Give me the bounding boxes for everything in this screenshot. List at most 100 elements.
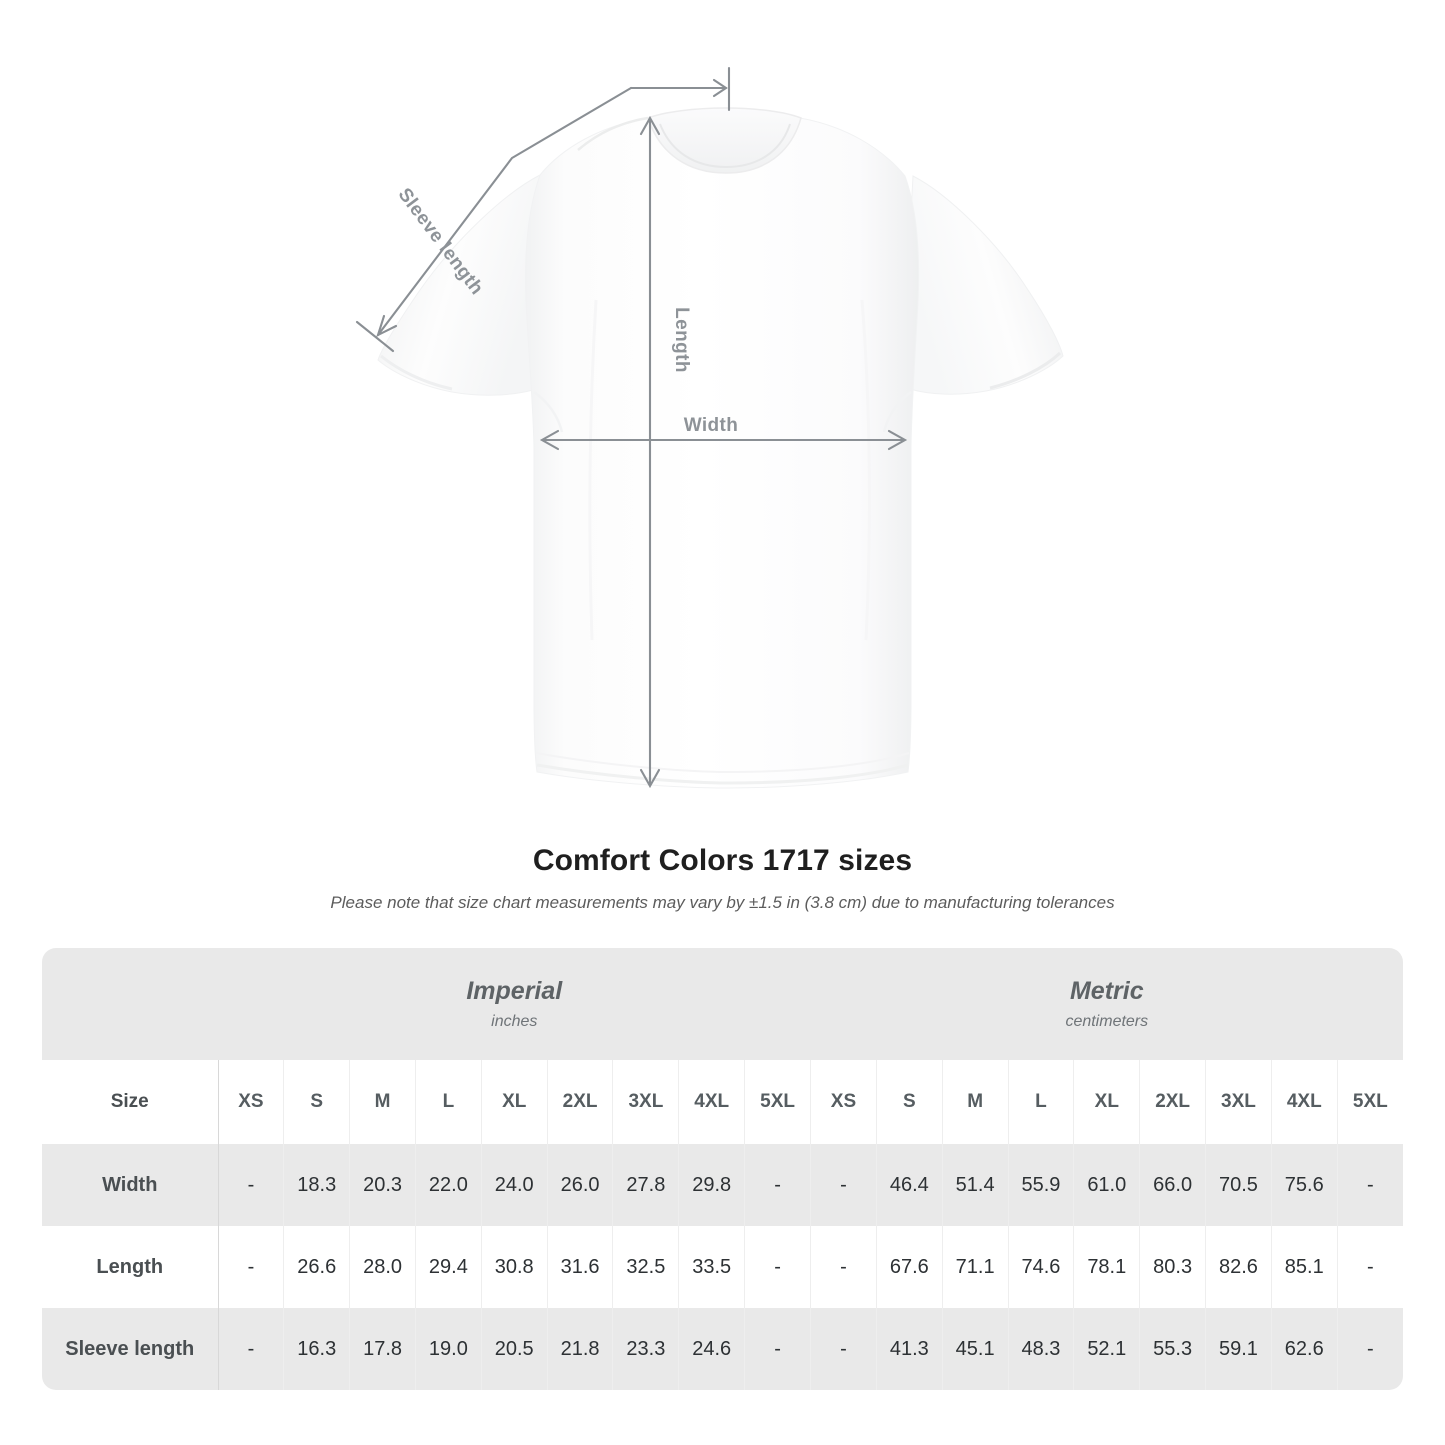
cell-sleeve-length-metric-xs: -: [810, 1308, 877, 1390]
cell-width-imperial-l: 22.0: [415, 1144, 482, 1226]
length-arrowhead-bottom: [639, 768, 661, 789]
column-header-metric-s: S: [876, 1060, 943, 1144]
cell-sleeve-length-metric-l: 48.3: [1008, 1308, 1075, 1390]
cell-sleeve-length-imperial-l: 19.0: [415, 1308, 482, 1390]
right-sleeve: [904, 175, 1064, 395]
heading-block: Comfort Colors 1717 sizes Please note th…: [0, 842, 1445, 914]
sleeve-length-arrowhead: [376, 314, 398, 338]
column-header-imperial-xl: XL: [481, 1060, 548, 1144]
cell-length-metric-s: 67.6: [876, 1226, 943, 1308]
sleeve-length-line: [376, 86, 633, 337]
size-header-row: Size XS S M L XL 2XL 3XL 4XL 5XL XS S M L XL 2XL 3XL 4XL 5…: [42, 1060, 1404, 1144]
cell-sleeve-length-metric-m: 45.1: [942, 1308, 1009, 1390]
measurement-annotations: [355, 66, 908, 789]
cell-width-metric-s: 46.4: [876, 1144, 943, 1226]
column-header-metric-2xl: 2XL: [1139, 1060, 1207, 1144]
column-header-imperial-l: L: [415, 1060, 482, 1144]
column-header-size: Size: [42, 1060, 219, 1144]
cell-sleeve-length-metric-3xl: 59.1: [1205, 1308, 1272, 1390]
column-header-metric-5xl: 5XL: [1337, 1060, 1404, 1144]
cell-width-imperial-3xl: 27.8: [612, 1144, 680, 1226]
cell-length-imperial-xs: -: [218, 1226, 285, 1308]
cell-length-imperial-4xl: 33.5: [678, 1226, 746, 1308]
cell-length-imperial-m: 28.0: [349, 1226, 416, 1308]
armpit-right: [882, 390, 912, 433]
column-header-imperial-xs: XS: [218, 1060, 285, 1144]
fold-right: [860, 299, 871, 641]
hem-line-inner: [535, 752, 910, 774]
cell-sleeve-length-imperial-xs: -: [218, 1308, 285, 1390]
cell-length-metric-xs: -: [810, 1226, 877, 1308]
row-label-length: Length: [42, 1226, 219, 1308]
cell-sleeve-length-metric-5xl: -: [1337, 1308, 1404, 1390]
row-label-width: Width: [42, 1144, 219, 1226]
column-header-imperial-5xl: 5XL: [744, 1060, 812, 1144]
hem-line: [536, 763, 909, 785]
fold-left: [588, 299, 598, 641]
cell-length-metric-5xl: -: [1337, 1226, 1404, 1308]
size-chart-table-container: Imperial inches Metric centimeters Size XS S M L…: [42, 948, 1404, 1390]
cell-sleeve-length-imperial-2xl: 21.8: [547, 1308, 614, 1390]
neck-tape: [577, 116, 649, 151]
length-label: Length: [671, 307, 692, 373]
unit-banner-row: Imperial inches Metric centimeters: [42, 948, 1404, 1060]
cell-sleeve-length-metric-4xl: 62.6: [1271, 1308, 1338, 1390]
page-subtitle: Please note that size chart measurements…: [330, 893, 1115, 912]
left-sleeve: [377, 174, 541, 396]
sleeve-end-tick: [355, 320, 395, 353]
unit-subtitle: inches: [491, 1012, 538, 1030]
column-header-imperial-s: S: [283, 1060, 351, 1144]
column-header-metric-l: L: [1008, 1060, 1075, 1144]
cell-length-imperial-xl: 30.8: [481, 1226, 548, 1308]
sleeve-leader-arrowhead: [712, 78, 728, 98]
cell-sleeve-length-imperial-xl: 20.5: [481, 1308, 548, 1390]
cell-length-imperial-2xl: 31.6: [547, 1226, 614, 1308]
right-sleeve-hem: [989, 351, 1062, 390]
cell-width-metric-5xl: -: [1337, 1144, 1404, 1226]
row-label-sleeve-length: Sleeve length: [42, 1308, 219, 1390]
column-header-metric-4xl: 4XL: [1271, 1060, 1338, 1144]
cell-sleeve-length-imperial-4xl: 24.6: [678, 1308, 746, 1390]
cell-length-metric-m: 71.1: [942, 1226, 1009, 1308]
cell-sleeve-length-imperial-3xl: 23.3: [612, 1308, 680, 1390]
cell-length-metric-2xl: 80.3: [1139, 1226, 1207, 1308]
column-header-imperial-3xl: 3XL: [612, 1060, 680, 1144]
tshirt-diagram: Sleeve length Length Width: [355, 66, 1064, 789]
shirt-torso: [525, 117, 920, 789]
page-title: Comfort Colors 1717 sizes: [532, 844, 913, 877]
cell-sleeve-length-metric-2xl: 55.3: [1139, 1308, 1207, 1390]
column-header-imperial-m: M: [349, 1060, 416, 1144]
cell-length-imperial-3xl: 32.5: [612, 1226, 680, 1308]
width-label: Width: [684, 415, 739, 436]
column-header-imperial-2xl: 2XL: [547, 1060, 614, 1144]
cell-width-metric-xl: 61.0: [1073, 1144, 1141, 1226]
unit-banner-metric: Metric centimeters: [810, 948, 1404, 1060]
width-arrowhead-right: [887, 429, 908, 451]
table-row: Length -26.6 28.0 29.4 30.8 31.6 32.5 33.5- -67.…: [42, 1226, 1404, 1308]
column-header-metric-xs: XS: [810, 1060, 877, 1144]
cell-length-metric-3xl: 82.6: [1205, 1226, 1272, 1308]
left-sleeve-hem: [380, 354, 453, 391]
cell-length-imperial-l: 29.4: [415, 1226, 482, 1308]
size-chart-table: Imperial inches Metric centimeters Size XS S M L…: [42, 948, 1404, 1390]
cell-width-imperial-m: 20.3: [349, 1144, 416, 1226]
unit-name: Imperial: [466, 976, 563, 1005]
cell-width-imperial-4xl: 29.8: [678, 1144, 746, 1226]
cell-width-imperial-2xl: 26.0: [547, 1144, 614, 1226]
cell-width-imperial-5xl: -: [744, 1144, 812, 1226]
cell-length-metric-xl: 78.1: [1073, 1226, 1141, 1308]
column-header-imperial-4xl: 4XL: [678, 1060, 746, 1144]
cell-width-metric-l: 55.9: [1008, 1144, 1075, 1226]
cell-length-metric-4xl: 85.1: [1271, 1226, 1338, 1308]
column-header-metric-3xl: 3XL: [1205, 1060, 1272, 1144]
width-arrowhead-left: [539, 429, 560, 451]
unit-banner-imperial: Imperial inches: [218, 948, 811, 1060]
unit-subtitle: centimeters: [1065, 1012, 1149, 1030]
cell-length-metric-l: 74.6: [1008, 1226, 1075, 1308]
unit-banner-spacer: [42, 948, 218, 1060]
column-header-metric-xl: XL: [1073, 1060, 1141, 1144]
cell-width-metric-m: 51.4: [942, 1144, 1009, 1226]
cell-width-metric-4xl: 75.6: [1271, 1144, 1338, 1226]
tshirt-illustration: Sleeve length Length Width: [355, 66, 1064, 789]
cell-sleeve-length-imperial-m: 17.8: [349, 1308, 416, 1390]
